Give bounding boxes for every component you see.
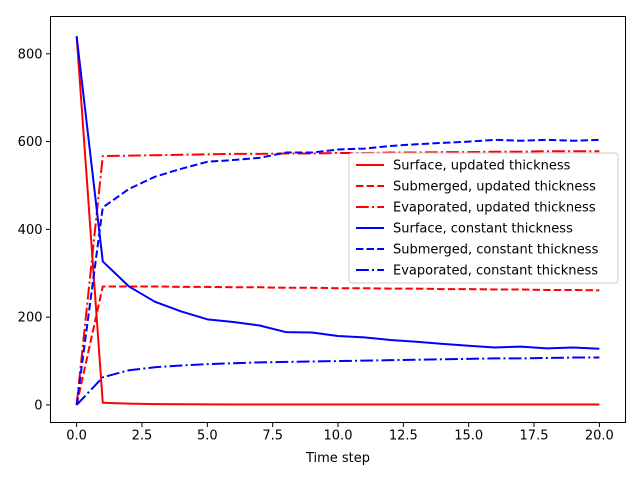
x-tick-label: 2.5 [132, 429, 153, 444]
y-tick-label: 200 [18, 311, 43, 326]
legend-label: Evaporated, updated thickness [393, 201, 596, 216]
legend-label: Submerged, updated thickness [393, 180, 596, 195]
series-line-2 [75, 285, 600, 406]
x-tick-label: 5.0 [197, 429, 218, 444]
legend-box [348, 152, 619, 284]
y-tick-label: 600 [18, 135, 43, 150]
x-tick-label: 7.5 [262, 429, 283, 444]
y-tick-label: 0 [34, 398, 42, 413]
y-tick-label: 800 [18, 47, 43, 62]
y-axis-ticks: 0 200 400 600 800 [18, 47, 51, 413]
x-tick-label: 10.0 [324, 429, 353, 444]
series-layer [75, 36, 600, 406]
legend-label: Submerged, constant thickness [393, 243, 599, 258]
series-line-5 [75, 138, 600, 406]
x-tick-label: 0.0 [66, 429, 87, 444]
x-axis-label: Time step [305, 451, 370, 466]
x-tick-label: 12.5 [389, 429, 418, 444]
legend-label: Surface, updated thickness [393, 159, 571, 174]
legend-label: Surface, constant thickness [393, 222, 573, 237]
series-line-3 [75, 150, 600, 406]
x-axis-ticks: 0.0 2.5 5.0 7.5 10.0 12.5 15.0 17.5 20.0 [66, 422, 614, 444]
series-line-1 [75, 36, 600, 406]
legend-label: Evaporated, constant thickness [393, 264, 598, 279]
y-tick-label: 400 [18, 223, 43, 238]
series-line-6 [75, 356, 600, 406]
x-tick-label: 17.5 [520, 429, 549, 444]
series-line-4 [75, 36, 600, 350]
x-tick-label: 15.0 [454, 429, 483, 444]
x-tick-label: 20.0 [585, 429, 614, 444]
legend: Surface, updated thickness Submerged, upd… [348, 152, 619, 284]
